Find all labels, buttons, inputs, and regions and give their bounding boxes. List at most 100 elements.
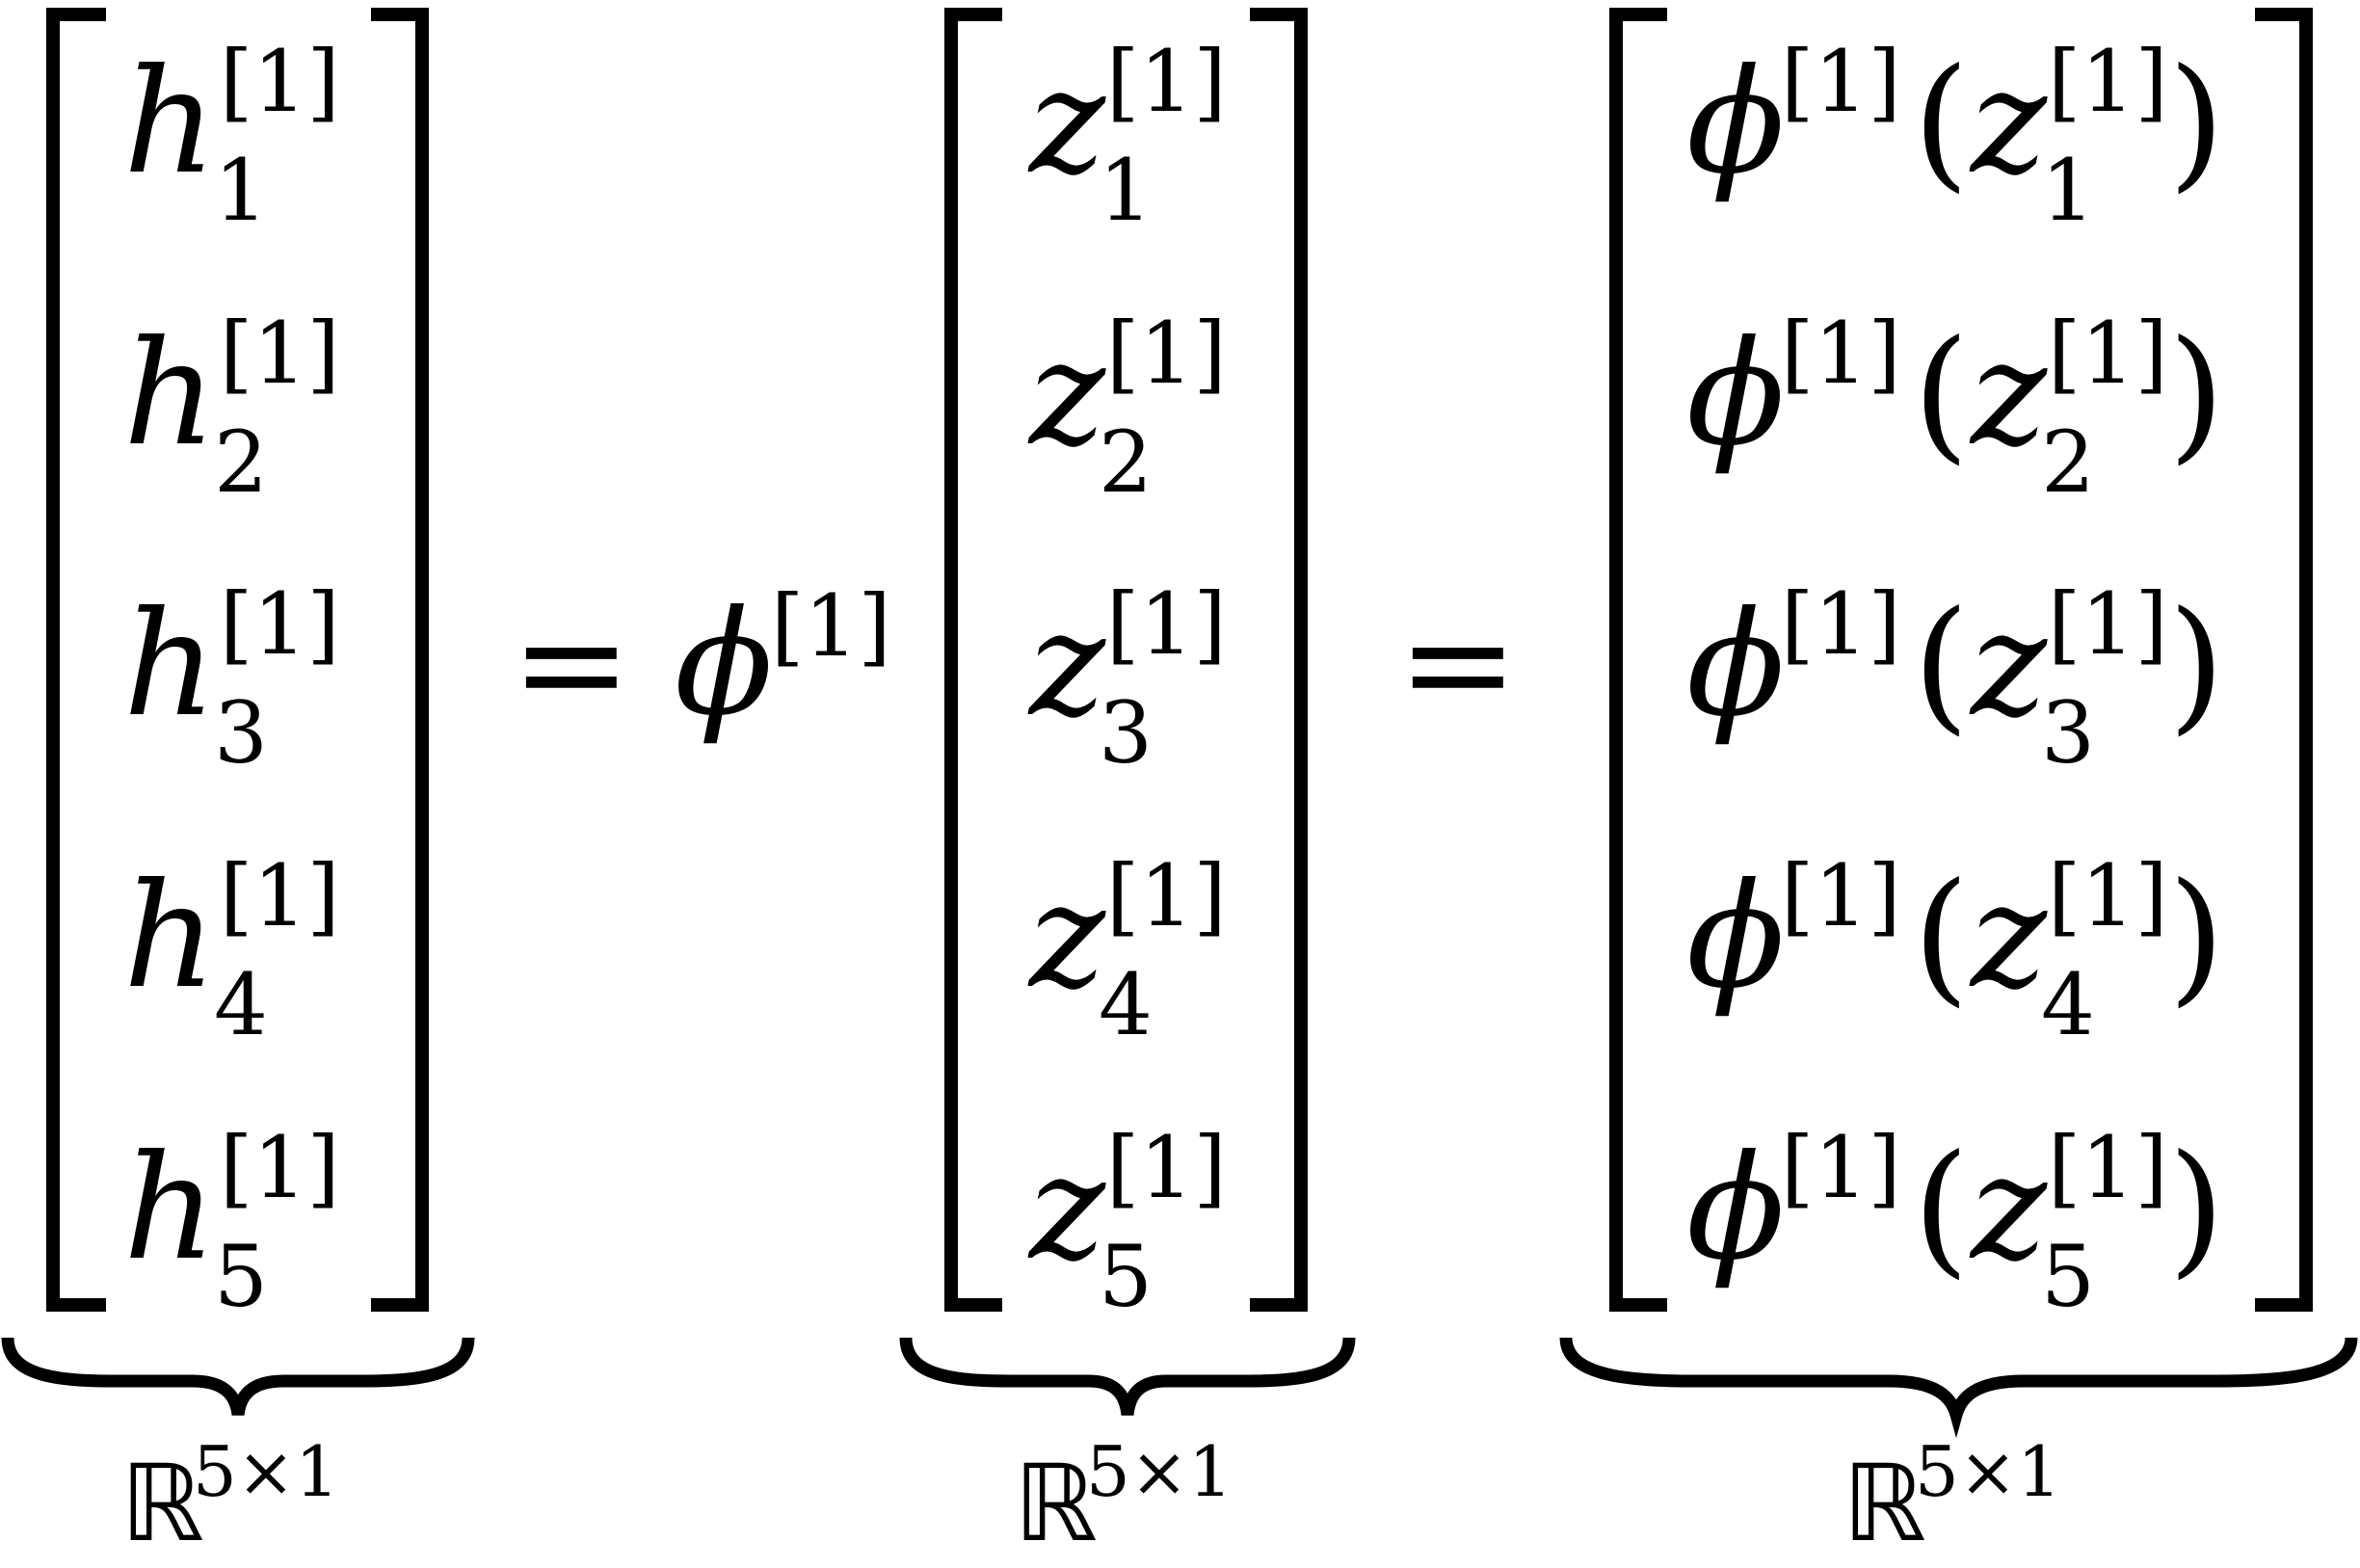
rhs-function: ϕ — [1686, 853, 1785, 1021]
rhs-close-paren: ) — [2168, 310, 2225, 478]
lhs-base: h — [123, 39, 217, 206]
lhs-entry: h [1] 5 — [123, 1118, 340, 1326]
lhs-dimension-label: ℝ 5×1 — [120, 1431, 339, 1565]
rhs-function-superscript: [1] — [1781, 574, 1901, 674]
lhs-entry: h [1] 4 — [123, 846, 340, 1054]
rhs-entry: ϕ [1] ( z [1] 2 ) — [1686, 304, 2225, 512]
lhs-right-bracket — [371, 8, 429, 1312]
lhs-set-exponent: 5×1 — [193, 1431, 339, 1512]
rhs-function-superscript: [1] — [1781, 304, 1901, 403]
middle-left-bracket — [944, 8, 1002, 1312]
rhs-underbrace — [1559, 1337, 2358, 1439]
rhs-function: ϕ — [1686, 39, 1785, 206]
lhs-vector: h [1] 1 h [1] 2 h [1] 3 h [1] 4 h [1] 5 … — [1, 8, 475, 1565]
middle-right-bracket — [1250, 8, 1308, 1312]
middle-subscript: 5 — [1099, 1227, 1153, 1326]
lhs-entry: h [1] 2 — [123, 304, 340, 512]
rhs-function: ϕ — [1686, 581, 1785, 749]
middle-entry: z [1] 3 — [1027, 574, 1227, 783]
lhs-superscript: [1] — [220, 304, 340, 403]
rhs-subscript: 5 — [2041, 1227, 2095, 1326]
rhs-function-superscript: [1] — [1781, 32, 1901, 131]
middle-subscript: 3 — [1099, 683, 1153, 783]
rhs-argument-superscript: [1] — [2048, 574, 2168, 674]
middle-superscript: [1] — [1106, 846, 1227, 945]
rhs-argument-base: z — [1969, 310, 2048, 478]
middle-underbrace — [899, 1337, 1356, 1416]
rhs-argument-base: z — [1969, 1125, 2048, 1292]
first-equals: = — [511, 580, 632, 748]
middle-base: z — [1027, 39, 1106, 206]
rhs-open-paren: ( — [1913, 853, 1970, 1021]
rhs-argument-superscript: [1] — [2048, 846, 2168, 945]
middle-superscript: [1] — [1106, 574, 1227, 674]
middle-base: z — [1027, 310, 1106, 478]
rhs-argument-base: z — [1969, 853, 2048, 1021]
rhs-close-paren: ) — [2168, 853, 2225, 1021]
middle-set-symbol: ℝ — [1014, 1442, 1098, 1565]
middle-superscript: [1] — [1106, 32, 1227, 131]
rhs-subscript: 2 — [2041, 412, 2095, 512]
rhs-subscript: 1 — [2041, 141, 2095, 240]
lhs-entry: h [1] 1 — [123, 32, 340, 240]
rhs-open-paren: ( — [1913, 39, 1970, 206]
middle-entry: z [1] 1 — [1027, 32, 1227, 240]
middle-set-exponent: 5×1 — [1086, 1431, 1233, 1512]
middle-superscript: [1] — [1106, 304, 1227, 403]
lhs-subscript: 3 — [214, 683, 268, 783]
rhs-function: ϕ — [1686, 1125, 1785, 1292]
rhs-argument-base: z — [1969, 39, 2048, 206]
rhs-entry: ϕ [1] ( z [1] 1 ) — [1686, 32, 2225, 240]
middle-base: z — [1027, 853, 1106, 1021]
rhs-close-paren: ) — [2168, 39, 2225, 206]
lhs-base: h — [123, 853, 217, 1021]
middle-entry: z [1] 5 — [1027, 1118, 1227, 1326]
rhs-set-symbol: ℝ — [1843, 1442, 1926, 1565]
rhs-open-paren: ( — [1913, 581, 1970, 749]
rhs-function: ϕ — [1686, 310, 1785, 478]
lhs-subscript: 4 — [214, 955, 268, 1054]
rhs-close-paren: ) — [2168, 1125, 2225, 1292]
middle-entry: z [1] 4 — [1027, 846, 1227, 1054]
lhs-subscript: 2 — [214, 412, 268, 512]
rhs-open-paren: ( — [1913, 310, 1970, 478]
rhs-entry: ϕ [1] ( z [1] 5 ) — [1686, 1118, 2225, 1326]
lhs-superscript: [1] — [220, 32, 340, 131]
rhs-close-paren: ) — [2168, 581, 2225, 749]
rhs-function-superscript: [1] — [1781, 1118, 1901, 1217]
middle-base: z — [1027, 581, 1106, 749]
lhs-subscript: 1 — [214, 141, 268, 240]
middle-vector: z [1] 1 z [1] 2 z [1] 3 z [1] 4 z [1] 5 … — [899, 8, 1356, 1565]
lhs-left-bracket — [46, 8, 106, 1312]
rhs-function-superscript: [1] — [1781, 846, 1901, 945]
rhs-argument-base: z — [1969, 581, 2048, 749]
middle-subscript: 1 — [1099, 141, 1153, 240]
second-equals: = — [1397, 580, 1519, 748]
equals-sign: = — [1397, 580, 1519, 748]
rhs-argument-superscript: [1] — [2048, 32, 2168, 131]
middle-dimension-label: ℝ 5×1 — [1014, 1431, 1233, 1565]
rhs-set-exponent: 5×1 — [1915, 1431, 2061, 1512]
rhs-argument-superscript: [1] — [2048, 1118, 2168, 1217]
rhs-entry: ϕ [1] ( z [1] 4 ) — [1686, 846, 2225, 1054]
rhs-left-bracket — [1609, 8, 1667, 1312]
phi-symbol: ϕ — [675, 580, 773, 748]
lhs-superscript: [1] — [220, 846, 340, 945]
rhs-argument-superscript: [1] — [2048, 304, 2168, 403]
middle-entry: z [1] 2 — [1027, 304, 1227, 512]
lhs-underbrace — [1, 1337, 475, 1417]
rhs-entry: ϕ [1] ( z [1] 3 ) — [1686, 574, 2225, 783]
middle-subscript: 4 — [1099, 955, 1153, 1054]
rhs-dimension-label: ℝ 5×1 — [1843, 1431, 2061, 1565]
lhs-base: h — [123, 581, 217, 749]
lhs-superscript: [1] — [220, 574, 340, 674]
lhs-set-symbol: ℝ — [120, 1442, 204, 1565]
lhs-entry: h [1] 3 — [123, 574, 340, 783]
rhs-vector: ϕ [1] ( z [1] 1 ) ϕ [1] ( z [1] 2 ) ϕ [1… — [1559, 8, 2358, 1565]
lhs-base: h — [123, 310, 217, 478]
middle-base: z — [1027, 1125, 1106, 1292]
rhs-subscript: 4 — [2041, 955, 2095, 1054]
phi-superscript: [1] — [771, 576, 891, 676]
lhs-base: h — [123, 1125, 217, 1292]
